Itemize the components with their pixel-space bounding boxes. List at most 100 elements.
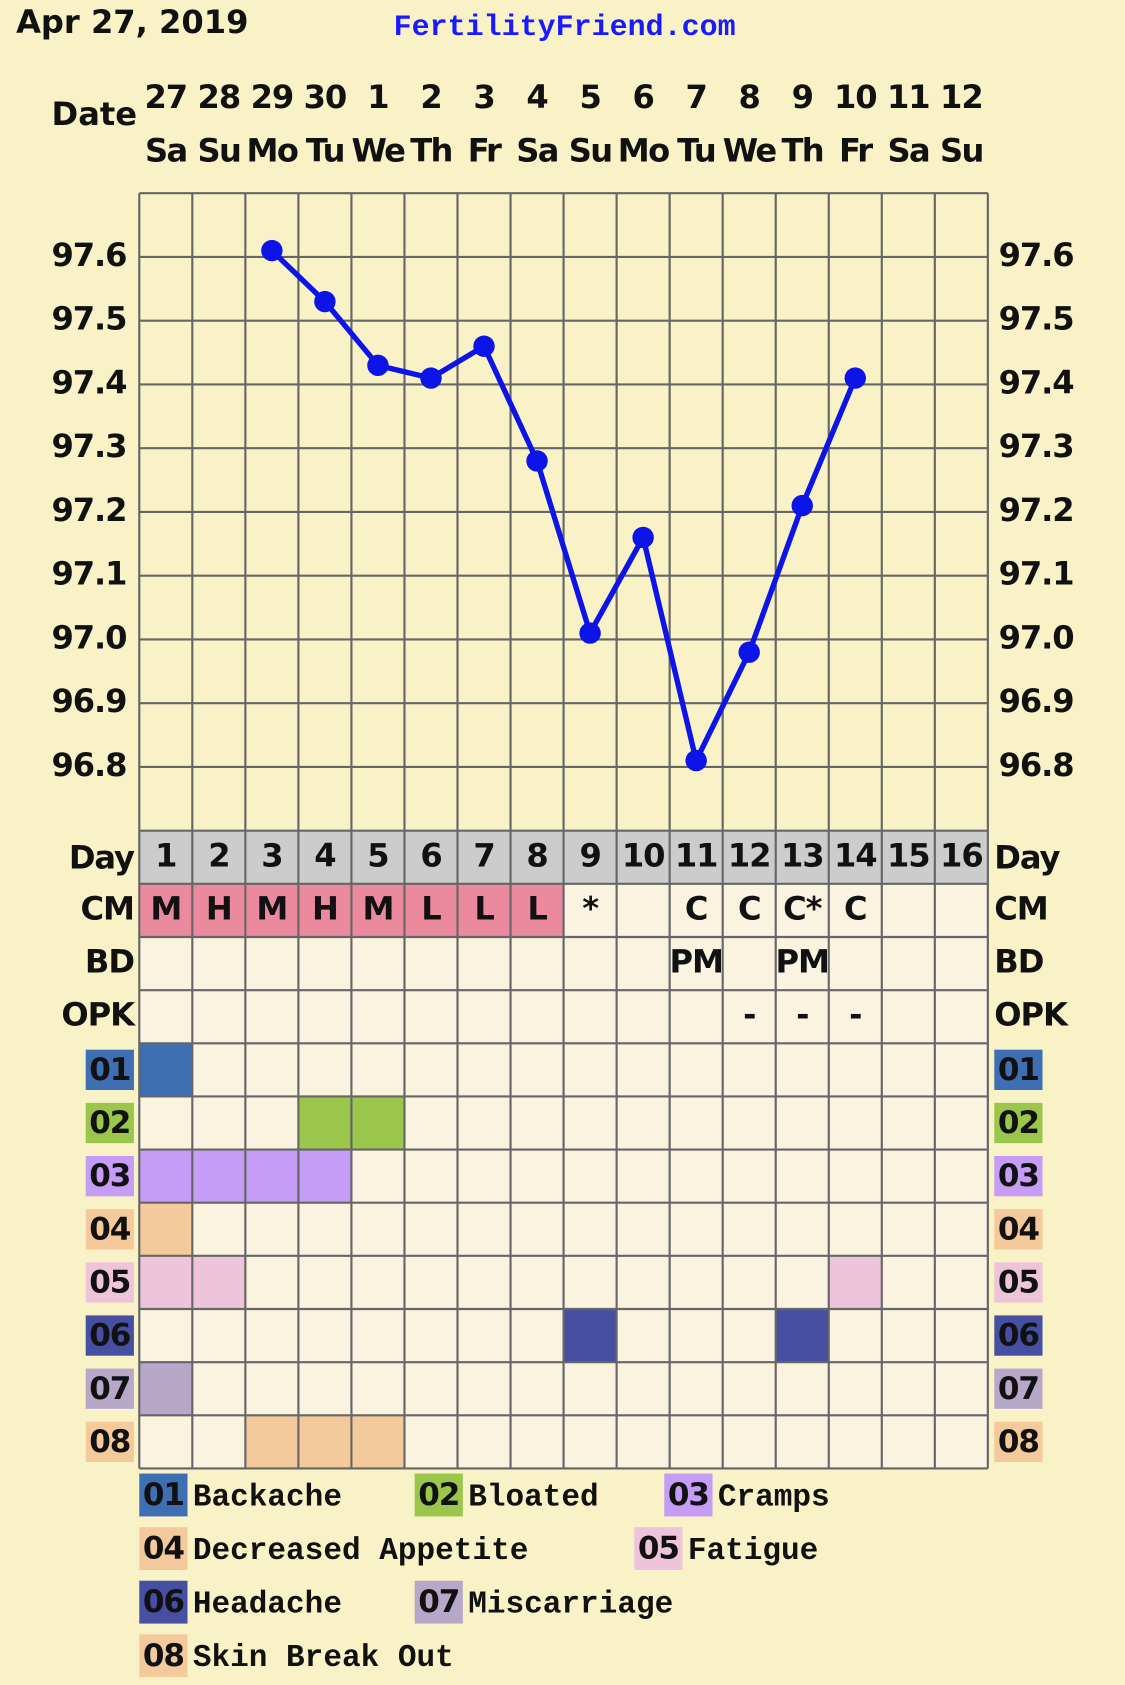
date-label: 1 xyxy=(367,78,388,116)
symptom-code-right-box xyxy=(994,1102,1043,1144)
cm-highlight xyxy=(192,883,246,937)
symptom-cell xyxy=(245,1415,299,1469)
weekday-label: Th xyxy=(781,132,823,170)
day-number: 15 xyxy=(887,836,930,874)
cm-highlight xyxy=(404,883,458,937)
temperature-line xyxy=(270,248,858,764)
symptom-code-right-box xyxy=(994,1262,1043,1303)
symptom-cell xyxy=(139,1149,193,1203)
legend-code: 03 xyxy=(668,1477,709,1513)
day-number: 9 xyxy=(579,836,600,874)
symptom-code: 07 xyxy=(89,1371,130,1407)
cell-text: H xyxy=(312,889,338,927)
y-tick-label: 97.5 xyxy=(51,300,126,338)
date-label: 6 xyxy=(632,78,653,116)
symptom-code-right: 02 xyxy=(998,1105,1039,1141)
cell-text: L xyxy=(527,889,547,927)
symptom-code-box xyxy=(85,1156,134,1197)
temperature-point xyxy=(473,335,495,357)
weekday-label: Fr xyxy=(468,132,502,170)
legend-box xyxy=(414,1473,463,1517)
cell-text: C xyxy=(738,889,761,927)
cell-text: M xyxy=(150,889,181,927)
symptom-code-box xyxy=(85,1368,134,1409)
day-number: 14 xyxy=(834,836,877,874)
weekday-label: Sa xyxy=(516,132,558,170)
weekday-label: Sa xyxy=(887,132,929,170)
day-number: 10 xyxy=(622,836,665,874)
legend-box xyxy=(139,1634,188,1678)
day-number: 4 xyxy=(314,836,335,874)
symptom-cell xyxy=(139,1255,193,1309)
symptom-cell xyxy=(139,1043,193,1097)
symptom-code-box xyxy=(85,1102,134,1144)
symptom-code-right-box xyxy=(994,1368,1043,1409)
cm-highlight xyxy=(245,883,299,937)
cell-text: - xyxy=(796,996,808,1034)
legend-name: Bloated xyxy=(468,1480,598,1515)
symptom-code-box xyxy=(85,1049,134,1090)
row-label-right: Day xyxy=(994,838,1060,876)
row-label: CM xyxy=(81,889,134,927)
cell-text: M xyxy=(362,889,393,927)
symptom-cell xyxy=(245,1149,299,1203)
symptom-code: 02 xyxy=(89,1105,130,1141)
symptom-code: 01 xyxy=(89,1052,130,1088)
date-label: 4 xyxy=(526,78,547,116)
y-tick-label-right: 97.5 xyxy=(999,300,1074,338)
cm-highlight xyxy=(298,883,352,937)
date-label: 29 xyxy=(251,78,294,116)
temperature-point xyxy=(738,641,760,663)
cell-text: H xyxy=(206,889,232,927)
temperature-point xyxy=(314,290,336,313)
cell-text: PM xyxy=(776,943,829,981)
symptom-code-right: 01 xyxy=(998,1052,1039,1088)
temperature-point xyxy=(844,367,866,389)
day-number: 11 xyxy=(675,836,718,874)
symptom-code-right: 08 xyxy=(998,1424,1039,1460)
cell-text: L xyxy=(474,889,494,927)
weekday-label: Tu xyxy=(306,132,344,170)
legend-name: Headache xyxy=(193,1587,342,1622)
symptom-code: 06 xyxy=(89,1318,130,1354)
symptom-code: 03 xyxy=(89,1158,130,1194)
legend-box xyxy=(139,1527,188,1570)
symptom-code-right: 06 xyxy=(998,1318,1039,1354)
y-tick-label: 97.3 xyxy=(51,427,126,465)
legend-code: 08 xyxy=(143,1638,184,1674)
date-label: 27 xyxy=(145,78,188,116)
y-tick-label: 97.0 xyxy=(51,618,126,656)
y-tick-label-right: 96.9 xyxy=(999,682,1074,720)
x-axis-label: Date xyxy=(52,95,138,133)
weekday-label: Fr xyxy=(839,132,873,170)
cm-highlight xyxy=(351,883,405,937)
legend-code: 06 xyxy=(143,1584,184,1620)
weekday-label: We xyxy=(352,132,406,170)
symptom-cell xyxy=(298,1415,352,1469)
cell-text: C xyxy=(685,889,708,927)
symptom-cell xyxy=(192,1255,246,1309)
symptom-code: 05 xyxy=(89,1265,130,1301)
day-number: 16 xyxy=(940,836,983,874)
temperature-point xyxy=(526,450,548,472)
temperature-point xyxy=(791,494,813,517)
legend-box xyxy=(634,1527,683,1570)
symptom-cell xyxy=(828,1255,882,1309)
symptom-code-right: 05 xyxy=(998,1265,1039,1301)
day-number: 2 xyxy=(208,836,229,874)
day-number: 5 xyxy=(367,836,388,874)
symptom-code-box xyxy=(85,1209,134,1250)
cm-highlight xyxy=(139,883,193,937)
date-label: 10 xyxy=(834,78,877,116)
date-label: 8 xyxy=(739,78,760,116)
day-number: 13 xyxy=(781,836,824,874)
date-label: 5 xyxy=(579,78,600,116)
y-tick-label-right: 97.4 xyxy=(999,363,1074,401)
symptom-cell xyxy=(139,1362,193,1416)
legend-box xyxy=(139,1473,188,1517)
symptom-cell xyxy=(775,1309,829,1363)
cell-text: L xyxy=(421,889,441,927)
day-number: 3 xyxy=(261,836,282,874)
